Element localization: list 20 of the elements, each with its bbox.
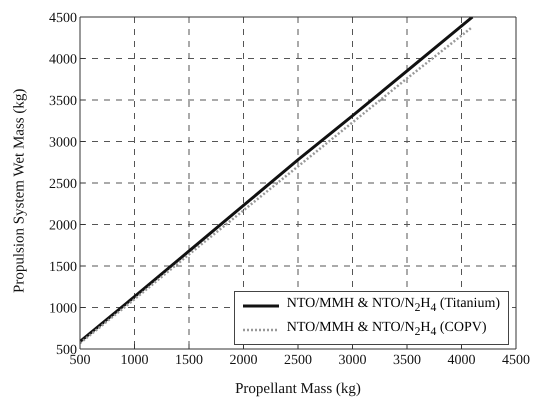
x-tick-label: 1000 [120, 352, 148, 368]
y-tick-label: 1500 [49, 260, 77, 275]
x-tick-label: 4500 [502, 352, 530, 368]
y-axis-title: Propulsion System Wet Mass (kg) [11, 88, 28, 293]
x-tick-label: 3000 [338, 352, 366, 368]
y-tick-label: 2500 [49, 176, 77, 192]
legend-label: NTO/MMH & NTO/N$_{2}$H$_{4}$ (COPV) [286, 319, 487, 340]
y-tick-label: 4000 [49, 52, 77, 68]
x-tick-label: 2000 [230, 352, 258, 368]
x-tick-label: 3500 [393, 352, 421, 368]
x-tick-label: 4000 [448, 352, 476, 368]
y-tick-label: 4500 [49, 10, 77, 26]
y-tick-label: 2000 [49, 218, 77, 234]
y-tick-label: 3500 [49, 94, 77, 109]
y-tick-label: 1000 [49, 301, 77, 316]
x-tick-label: 2500 [284, 352, 312, 368]
x-axis-title: Propellant Mass (kg) [235, 381, 361, 397]
y-tick-label: 3000 [49, 135, 77, 150]
legend-label: NTO/MMH & NTO/N$_{2}$H$_{4}$ (Titanium) [286, 295, 500, 316]
x-tick-label: 1500 [175, 352, 203, 368]
